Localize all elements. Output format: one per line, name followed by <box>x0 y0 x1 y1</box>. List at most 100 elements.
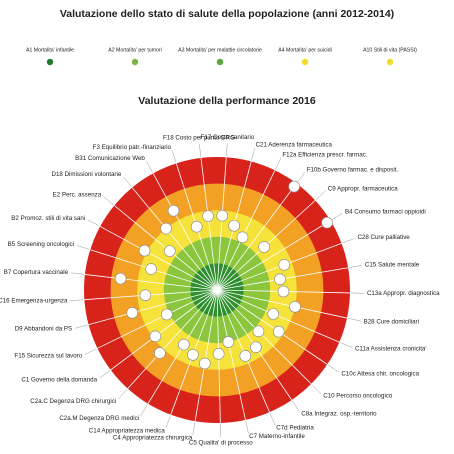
indicator-marker <box>190 220 203 233</box>
spoke <box>200 157 218 291</box>
spoke <box>216 220 331 291</box>
leader <box>296 172 306 183</box>
legend-label: A4 Mortalita' per suicidi <box>278 47 331 53</box>
indicator-label: C11a Assistenza cronicita' <box>355 345 427 352</box>
leader <box>275 157 282 170</box>
indicator-label: B7 Copertura vaccinale <box>4 269 69 276</box>
indicator-label: C13a Appropr. diagnostica <box>367 290 440 297</box>
spoke <box>216 170 276 291</box>
leader <box>251 147 256 161</box>
spoke <box>216 289 312 385</box>
legend-label: A2 Mortalita' per tumori <box>108 47 161 53</box>
indicator-label: C15 Salute mentale <box>365 262 420 269</box>
indicator-marker <box>274 273 286 286</box>
leader <box>340 342 353 348</box>
indicator-label: C10c Attesa chir. oncologica <box>341 371 419 378</box>
indicator-label: F10b Governo farmac. e disposit. <box>307 166 399 173</box>
indicator-label: B31 Comunicazione Web <box>75 155 145 162</box>
leader <box>327 364 340 373</box>
indicator-marker <box>277 285 290 298</box>
indicator-label: C16 Emergenza-urgenza <box>0 298 68 305</box>
indicator-label: B28 Cure domiciliari <box>364 318 419 325</box>
spoke <box>84 274 218 291</box>
indicator-marker <box>216 209 228 222</box>
indicator-marker <box>250 341 262 354</box>
spoke <box>194 289 218 422</box>
leader <box>140 404 148 416</box>
target-title: Valutazione della performance 2016 <box>138 95 316 107</box>
leader <box>146 160 153 173</box>
leader <box>269 412 276 426</box>
spoke <box>216 289 348 319</box>
leader <box>342 238 355 244</box>
indicator-marker <box>178 338 190 351</box>
spoke <box>97 289 218 349</box>
leader <box>192 422 196 436</box>
indicator-marker <box>163 245 176 257</box>
indicator-label: C2a.M Degenza DRG medici <box>59 415 139 422</box>
indicator-marker <box>187 349 199 361</box>
leader <box>70 299 84 301</box>
leader <box>99 370 111 379</box>
indicator-label: F15 Sicurezza sul lavoro <box>14 352 82 359</box>
leader <box>87 219 100 227</box>
legend-label: A10 Stili di vita (PASSI) <box>363 47 417 53</box>
legend-dot <box>301 58 309 66</box>
legend-dot <box>216 58 224 66</box>
indicator-label: C28 Cure palliative <box>357 234 410 241</box>
indicator-marker <box>154 347 166 359</box>
leader <box>349 265 362 268</box>
leader <box>103 196 114 206</box>
indicator-label: F17 Costo sanitario <box>201 134 255 141</box>
indicator-marker <box>239 350 252 362</box>
indicator-marker <box>288 180 300 193</box>
spoke <box>99 226 218 291</box>
spoke <box>216 289 246 421</box>
indicator-label: C4 Appropriatezza chirurgica <box>113 435 193 442</box>
indicator-marker <box>252 325 265 338</box>
indicator-marker <box>145 263 157 275</box>
indicator-marker <box>149 330 162 343</box>
indicator-label: C1 Governo della domanda <box>21 377 97 384</box>
leader <box>292 400 300 412</box>
indicator-marker <box>228 219 240 232</box>
spoke <box>131 187 218 291</box>
indicator-marker <box>258 241 270 253</box>
indicator-label: C21 Aderenza farmaceutica <box>256 142 333 149</box>
indicator-marker <box>198 357 211 370</box>
indicator-label: D18 Dimissioni volontarie <box>52 171 122 178</box>
spoke <box>88 289 218 326</box>
indicator-marker <box>267 308 280 320</box>
indicator-marker <box>114 272 127 285</box>
indicator-label: C9 Appropr. farmaceutica <box>328 186 398 193</box>
indicator-label: B4 Consumo farmaci oppioidi <box>345 208 426 215</box>
legend-dot <box>386 58 394 66</box>
indicator-label: C8a Integraz. osp.-territorio <box>301 411 377 418</box>
indicator-marker <box>212 348 225 360</box>
indicator-marker <box>278 258 291 271</box>
indicator-label: B5 Screening oncologici <box>8 241 74 248</box>
leader <box>199 144 202 158</box>
leader <box>165 415 171 428</box>
leader <box>171 149 177 163</box>
indicator-label: C14 Appropriatezza medica <box>89 427 166 434</box>
leader <box>315 190 326 200</box>
indicator-marker <box>160 222 172 235</box>
leader <box>70 272 84 275</box>
indicator-marker <box>222 336 235 348</box>
spoke <box>127 289 218 389</box>
indicator-marker <box>321 216 333 229</box>
leader <box>311 384 322 394</box>
indicator-marker <box>138 244 151 257</box>
indicator-label: D9 Abbandoni da PS <box>15 326 72 333</box>
leader <box>118 389 128 400</box>
indicator-marker <box>236 231 249 244</box>
indicator-marker <box>289 301 301 313</box>
indicator-label: F12a Efficienza prescr. farmac. <box>282 152 367 159</box>
indicator-label: C2a.C Degenza DRG chirurgici <box>30 398 116 405</box>
indicator-marker <box>272 325 285 338</box>
legend-label: A1 Mortalita' infantile <box>26 47 74 53</box>
indicator-marker <box>167 204 180 217</box>
